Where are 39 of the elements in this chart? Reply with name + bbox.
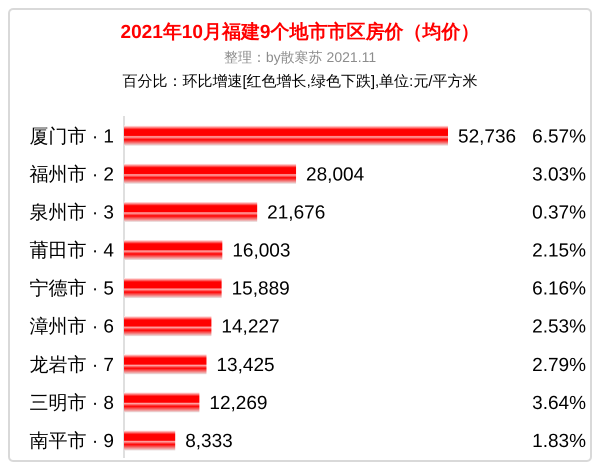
text: 2.15%: [532, 240, 586, 262]
y-tick-label: 漳州市 · 6: [30, 316, 114, 338]
y-tick-label: 三明市 · 8: [30, 392, 114, 414]
data-label: 21,676: [267, 202, 326, 224]
bar: [124, 240, 222, 260]
data-label: 15,889: [232, 278, 290, 300]
text: 3.64%: [532, 392, 586, 414]
chart-title: 2021年10月福建9个地市市区房价（均价）: [120, 21, 480, 43]
bar: [124, 354, 206, 374]
text: 6.16%: [532, 278, 586, 300]
y-tick-label: 南平市 · 9: [30, 430, 114, 452]
data-label: 14,227: [221, 316, 280, 338]
chart-subtitle: 整理：by散寒苏 2021.11: [224, 49, 376, 65]
text: 3.03%: [532, 164, 586, 186]
y-tick-label: 莆田市 · 4: [30, 240, 114, 262]
text: 2.53%: [532, 316, 586, 338]
data-label: 8,333: [185, 431, 233, 452]
bar: [124, 126, 448, 146]
y-tick-label: 厦门市 · 1: [30, 125, 114, 148]
text: 百分比：环比增速[红色增长,绿色下跌],单位:元/平方米: [122, 73, 478, 90]
bar: [124, 430, 176, 450]
data-label: 16,003: [232, 240, 290, 262]
y-tick-label: 宁德市 · 5: [30, 278, 114, 300]
y-tick-label: 福州市 · 2: [30, 163, 114, 186]
y-tick-label: 龙岩市 · 7: [30, 354, 114, 376]
bar: [124, 278, 222, 298]
y-tick-label: 泉州市 · 3: [30, 201, 114, 224]
bar: [124, 392, 200, 412]
text: 2.79%: [532, 354, 586, 376]
text: 1.83%: [532, 431, 586, 452]
data-label: 12,269: [209, 392, 268, 414]
text: 0.37%: [532, 202, 586, 224]
bar: [124, 202, 258, 222]
data-label: 28,004: [306, 164, 365, 186]
bar: [124, 316, 212, 336]
bar: [124, 164, 296, 184]
data-label: 52,736: [458, 126, 516, 148]
data-label: 13,425: [216, 354, 275, 376]
text: 6.57%: [532, 126, 586, 148]
